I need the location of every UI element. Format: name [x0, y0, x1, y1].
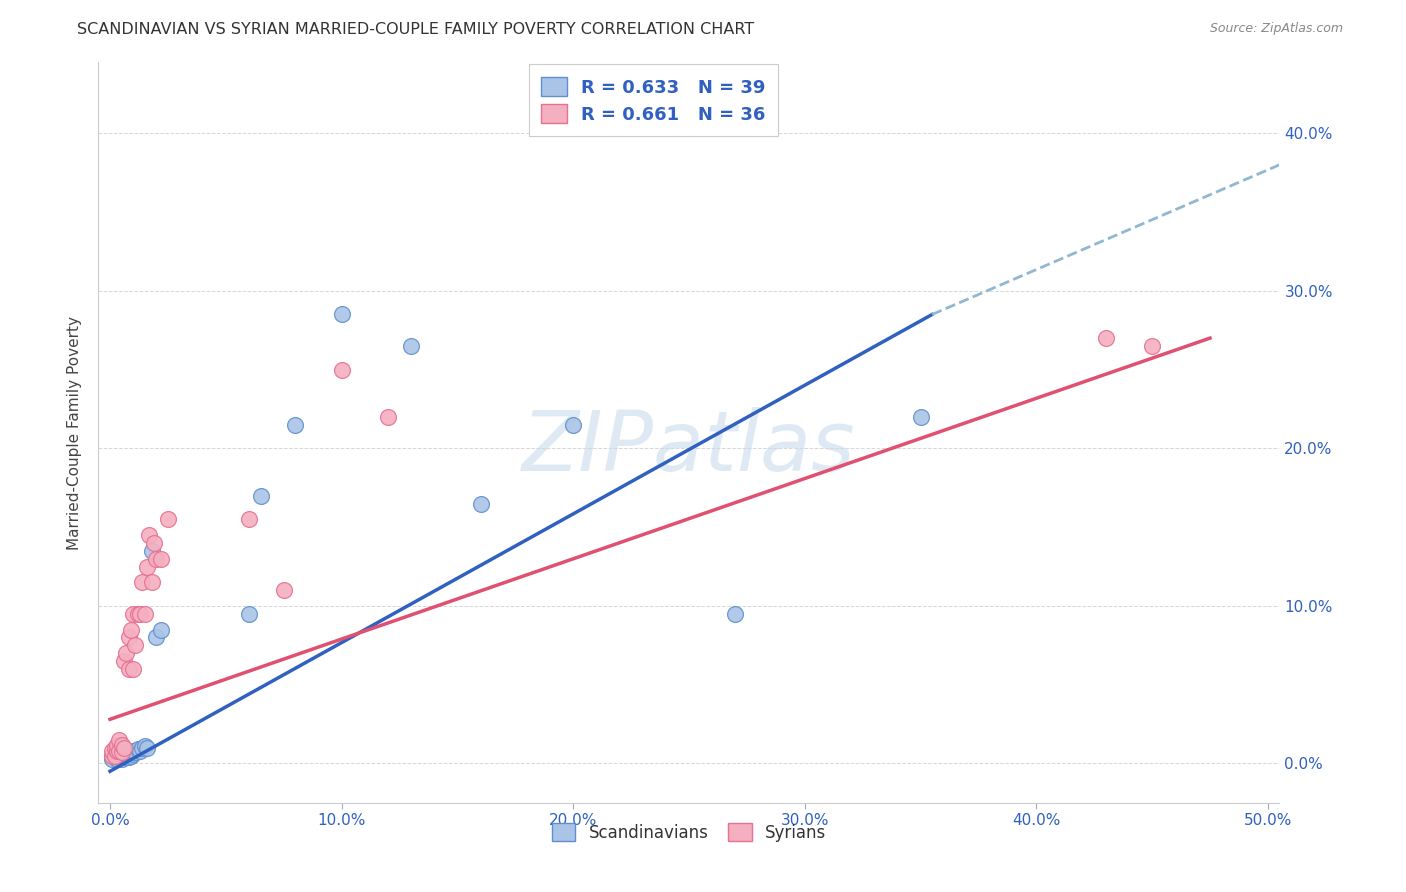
- Point: [124, 638, 146, 652]
- Point: [330, 308, 353, 322]
- Point: [112, 747, 135, 761]
- Point: [131, 575, 153, 590]
- Point: [120, 623, 142, 637]
- Point: [112, 740, 135, 755]
- Point: [104, 747, 127, 761]
- Point: [249, 489, 271, 503]
- Point: [117, 750, 139, 764]
- Point: [108, 745, 131, 759]
- Point: [145, 631, 167, 645]
- Point: [101, 748, 124, 763]
- Text: ZIPatlas: ZIPatlas: [522, 407, 856, 488]
- Point: [115, 646, 138, 660]
- Point: [112, 654, 135, 668]
- Point: [138, 528, 160, 542]
- Point: [105, 752, 128, 766]
- Point: [136, 740, 159, 755]
- Point: [122, 662, 145, 676]
- Point: [112, 750, 135, 764]
- Point: [117, 631, 139, 645]
- Point: [238, 607, 260, 621]
- Point: [143, 536, 166, 550]
- Point: [124, 745, 146, 759]
- Point: [284, 417, 307, 432]
- Point: [110, 752, 132, 766]
- Point: [134, 607, 156, 621]
- Point: [145, 551, 167, 566]
- Point: [108, 744, 131, 758]
- Point: [110, 745, 132, 759]
- Point: [115, 748, 138, 763]
- Point: [122, 744, 145, 758]
- Point: [105, 738, 128, 752]
- Point: [141, 575, 163, 590]
- Point: [156, 512, 179, 526]
- Point: [120, 745, 142, 759]
- Point: [470, 496, 492, 510]
- Point: [108, 750, 131, 764]
- Point: [101, 744, 124, 758]
- Point: [134, 739, 156, 753]
- Point: [127, 742, 149, 756]
- Point: [110, 748, 132, 763]
- Point: [115, 745, 138, 759]
- Point: [149, 551, 172, 566]
- Point: [110, 738, 132, 752]
- Point: [104, 748, 127, 763]
- Point: [104, 740, 127, 755]
- Legend: Scandinavians, Syrians: Scandinavians, Syrians: [543, 814, 835, 850]
- Point: [377, 409, 399, 424]
- Point: [141, 543, 163, 558]
- Y-axis label: Married-Couple Family Poverty: Married-Couple Family Poverty: [67, 316, 83, 549]
- Point: [101, 752, 124, 766]
- Point: [1094, 331, 1116, 345]
- Point: [105, 744, 128, 758]
- Point: [129, 744, 152, 758]
- Point: [136, 559, 159, 574]
- Point: [910, 409, 932, 424]
- Text: Source: ZipAtlas.com: Source: ZipAtlas.com: [1209, 22, 1343, 36]
- Point: [117, 662, 139, 676]
- Point: [104, 750, 127, 764]
- Point: [724, 607, 747, 621]
- Point: [131, 740, 153, 755]
- Text: SCANDINAVIAN VS SYRIAN MARRIED-COUPLE FAMILY POVERTY CORRELATION CHART: SCANDINAVIAN VS SYRIAN MARRIED-COUPLE FA…: [77, 22, 755, 37]
- Point: [127, 607, 149, 621]
- Point: [129, 607, 152, 621]
- Point: [562, 417, 585, 432]
- Point: [330, 362, 353, 376]
- Point: [120, 748, 142, 763]
- Point: [399, 339, 422, 353]
- Point: [149, 623, 172, 637]
- Point: [273, 583, 295, 598]
- Point: [122, 607, 145, 621]
- Point: [238, 512, 260, 526]
- Point: [101, 748, 124, 763]
- Point: [105, 747, 128, 761]
- Point: [117, 747, 139, 761]
- Point: [110, 745, 132, 759]
- Point: [1140, 339, 1163, 353]
- Point: [122, 747, 145, 761]
- Point: [108, 732, 131, 747]
